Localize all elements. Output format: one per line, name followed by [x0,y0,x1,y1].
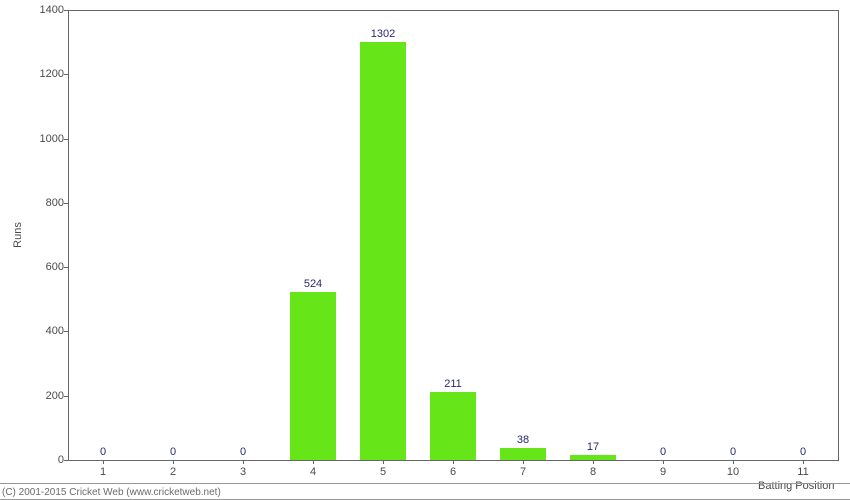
copyright-footer: (C) 2001-2015 Cricket Web (www.cricketwe… [0,483,850,500]
copyright-text: (C) 2001-2015 Cricket Web (www.cricketwe… [2,487,221,498]
x-tick-label: 1 [100,466,106,478]
y-tick-mark [64,331,68,332]
bar [360,42,406,461]
bar-value-label: 0 [240,446,246,458]
bar [290,292,336,460]
x-tick-mark [453,460,454,464]
y-tick-mark [64,396,68,397]
y-tick-mark [64,139,68,140]
x-tick-mark [523,460,524,464]
x-tick-label: 5 [380,466,386,478]
bar-value-label: 0 [800,446,806,458]
bar [500,448,546,460]
bar-value-label: 524 [304,278,322,290]
y-tick-label: 600 [46,261,64,273]
y-axis-title: Runs [12,222,24,248]
y-tick-mark [64,267,68,268]
y-tick-label: 200 [46,390,64,402]
y-tick-label: 1200 [40,68,64,80]
y-tick-mark [64,74,68,75]
bar-value-label: 0 [660,446,666,458]
x-tick-label: 8 [590,466,596,478]
bar-value-label: 0 [730,446,736,458]
bar-value-label: 211 [444,378,462,390]
x-tick-mark [803,460,804,464]
bar-value-label: 0 [170,446,176,458]
x-tick-label: 9 [660,466,666,478]
bar-value-label: 17 [587,441,599,453]
x-tick-mark [243,460,244,464]
bar-value-label: 1302 [371,28,395,40]
bar [430,392,476,460]
y-tick-label: 800 [46,197,64,209]
y-tick-mark [64,10,68,11]
x-tick-label: 3 [240,466,246,478]
x-tick-mark [173,460,174,464]
bar-value-label: 0 [100,446,106,458]
x-tick-label: 2 [170,466,176,478]
x-tick-mark [383,460,384,464]
x-tick-label: 10 [727,466,739,478]
x-tick-label: 6 [450,466,456,478]
x-tick-mark [103,460,104,464]
x-tick-mark [593,460,594,464]
y-tick-label: 1000 [40,133,64,145]
chart-container: Runs Batting Position 020040060080010001… [0,0,850,500]
y-tick-mark [64,460,68,461]
y-axis [68,10,69,460]
bar [570,455,616,460]
x-tick-mark [663,460,664,464]
x-tick-label: 4 [310,466,316,478]
y-tick-label: 400 [46,325,64,337]
x-tick-mark [733,460,734,464]
bar-value-label: 38 [517,434,529,446]
x-tick-mark [313,460,314,464]
y-tick-label: 1400 [40,4,64,16]
x-tick-label: 11 [797,466,808,478]
x-tick-label: 7 [520,466,526,478]
y-tick-mark [64,203,68,204]
